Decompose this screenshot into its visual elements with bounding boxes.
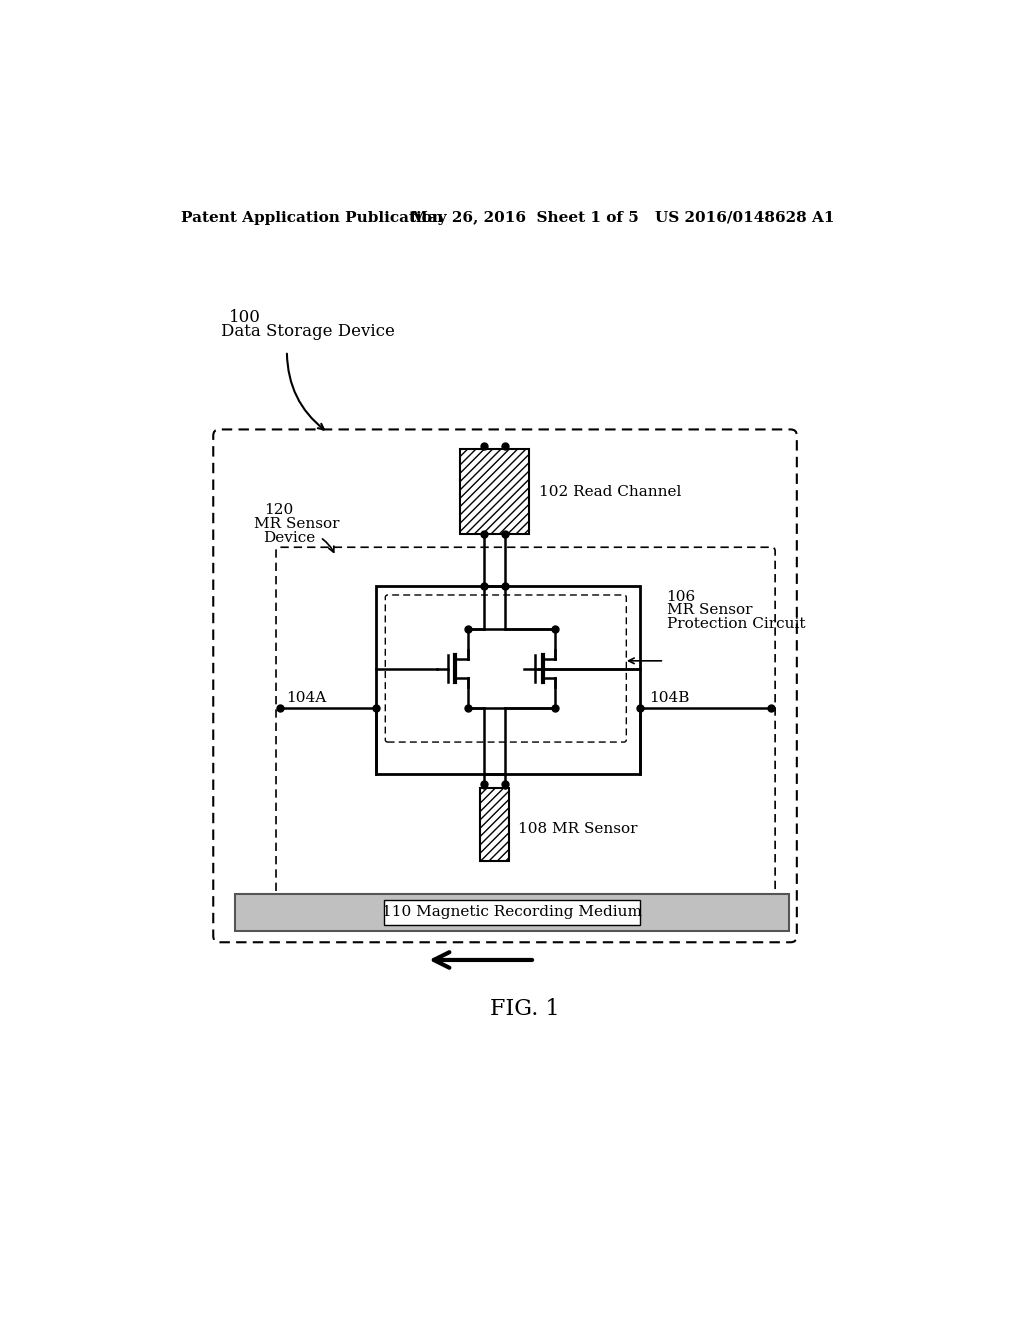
Text: Device: Device [263,531,315,545]
FancyBboxPatch shape [213,429,797,942]
Text: MR Sensor: MR Sensor [667,603,752,618]
FancyBboxPatch shape [276,548,775,915]
Text: 102 Read Channel: 102 Read Channel [539,484,681,499]
Text: 104B: 104B [649,690,689,705]
Text: US 2016/0148628 A1: US 2016/0148628 A1 [655,211,835,224]
Text: 100: 100 [228,309,261,326]
Bar [234,894,790,931]
Bar [460,449,529,535]
Text: Patent Application Publication: Patent Application Publication [180,211,442,224]
Text: Protection Circuit: Protection Circuit [667,618,805,631]
Text: 108 MR Sensor: 108 MR Sensor [518,821,638,836]
Text: 120: 120 [263,503,293,517]
Bar [480,788,509,862]
FancyBboxPatch shape [385,595,627,742]
Text: Data Storage Device: Data Storage Device [221,323,395,341]
Bar [460,449,529,535]
Text: FIG. 1: FIG. 1 [490,998,559,1020]
Bar [480,788,509,862]
Text: MR Sensor: MR Sensor [254,517,340,531]
Text: May 26, 2016  Sheet 1 of 5: May 26, 2016 Sheet 1 of 5 [411,211,639,224]
Text: 110 Magnetic Recording Medium: 110 Magnetic Recording Medium [382,906,642,919]
Bar [384,900,640,924]
Bar [376,586,640,775]
Text: 106: 106 [667,590,696,603]
Text: 104A: 104A [286,690,327,705]
